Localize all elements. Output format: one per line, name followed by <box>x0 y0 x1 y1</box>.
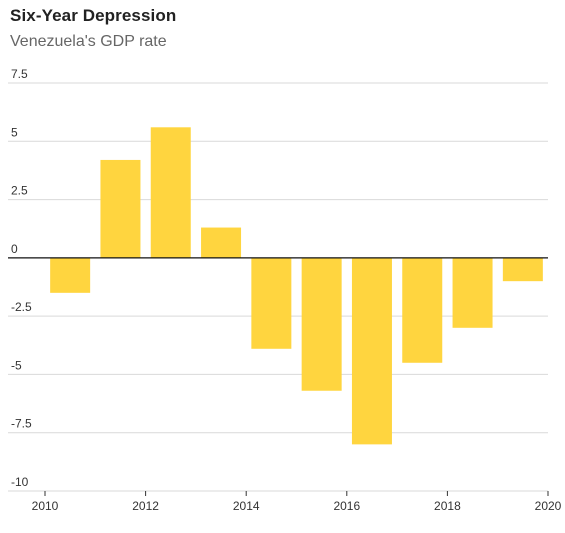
x-tick-label: 2012 <box>132 499 159 513</box>
bar-2010 <box>50 257 91 293</box>
y-tick-label: 5 <box>11 125 18 139</box>
x-tick-label: 2018 <box>434 499 461 513</box>
y-tick-label: 7.5 <box>11 67 28 81</box>
bar-2016 <box>351 257 392 445</box>
gridlines <box>8 82 548 492</box>
y-tick-label: -2.5 <box>11 300 32 314</box>
chart-title: Six-Year Depression <box>10 6 177 25</box>
y-tick-label: 0 <box>11 242 18 256</box>
bar-2011 <box>100 159 141 258</box>
bar-2013 <box>201 227 242 258</box>
y-tick-label: -10 <box>11 475 29 489</box>
bar-2019 <box>502 257 543 282</box>
bar-2015 <box>301 257 342 391</box>
bar-2012 <box>150 127 191 258</box>
bars <box>50 127 543 445</box>
x-tick-label: 2014 <box>233 499 260 513</box>
x-tick-label: 2010 <box>32 499 59 513</box>
bar-2018 <box>452 257 493 328</box>
y-tick-label: -5 <box>11 358 22 372</box>
y-tick-label: 2.5 <box>11 184 28 198</box>
chart-subtitle: Venezuela's GDP rate <box>10 33 167 50</box>
x-tick-label: 2020 <box>535 499 562 513</box>
y-tick-label: -7.5 <box>11 417 32 431</box>
bar-2017 <box>402 257 443 363</box>
bar-2014 <box>251 257 292 349</box>
x-tick-label: 2016 <box>333 499 360 513</box>
